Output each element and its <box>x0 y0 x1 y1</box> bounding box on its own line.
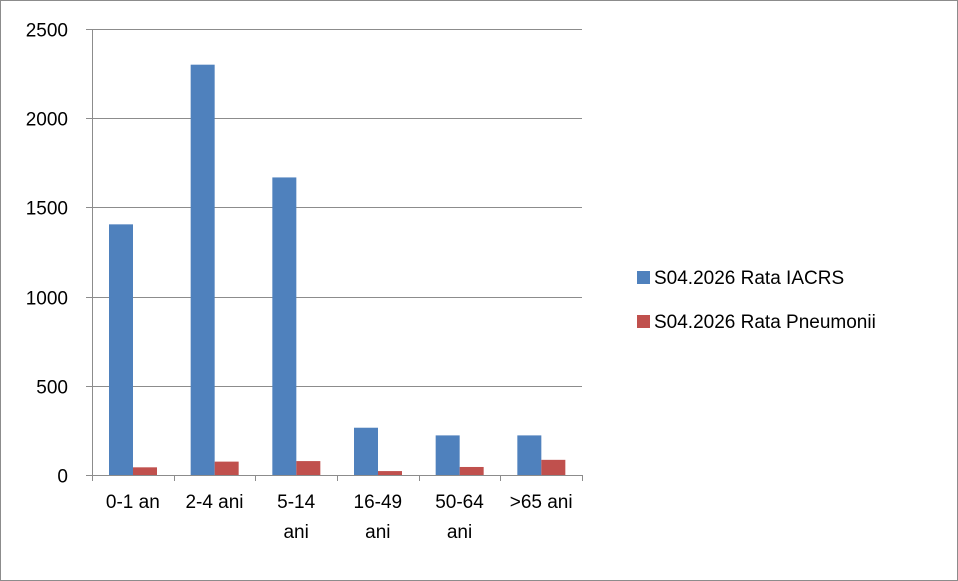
x-tick-label: 16-49 ani <box>354 492 403 543</box>
legend-label: S04.2026 Rata IACRS <box>654 268 844 289</box>
x-tick-label-line: ani <box>365 522 390 543</box>
x-tick-label: 5-14 ani <box>277 492 315 543</box>
bar-iacrs <box>517 435 542 475</box>
x-tick-label-line: 2-4 ani <box>185 492 243 513</box>
x-tick-label-line: ani <box>283 522 308 543</box>
bar-iacrs <box>272 177 297 475</box>
x-tick-label-line: 16-49 <box>354 492 403 513</box>
bar-iacrs <box>190 64 215 476</box>
y-axis-ticks: 0 500 1000 1500 2000 2500 <box>26 21 68 488</box>
legend: S04.2026 Rata IACRS S04.2026 Rata Pneumon… <box>637 268 876 333</box>
y-tick-label: 500 <box>36 378 68 399</box>
bar-pneumonii <box>214 461 239 475</box>
y-tick-label: 2000 <box>26 110 68 131</box>
x-tick-label: 2-4 ani <box>185 492 243 513</box>
x-tick-label-line: 5-14 <box>277 492 315 513</box>
bar-pneumonii <box>541 459 566 475</box>
legend-swatch <box>637 271 650 284</box>
bar-iacrs <box>109 224 133 475</box>
x-tick-label: 50-64 ani <box>435 492 484 543</box>
bar-pneumonii <box>133 467 157 475</box>
bar-pneumonii <box>378 471 402 475</box>
bar-iacrs <box>354 427 378 475</box>
x-axis-ticks: 0-1 an 2-4 ani 5-14 ani 16-49 ani 50-64 ani >65 … <box>106 492 573 543</box>
y-tick-label: 1500 <box>26 199 68 220</box>
legend-label: S04.2026 Rata Pneumonii <box>654 312 876 333</box>
bar-pneumonii <box>296 461 321 475</box>
y-tick-label: 0 <box>57 467 68 488</box>
y-tick-label: 2500 <box>26 21 68 42</box>
legend-swatch <box>637 315 650 328</box>
x-tick-label-line: 50-64 <box>435 492 484 513</box>
axes <box>86 29 583 481</box>
bars <box>109 64 566 476</box>
x-tick-label-line: 0-1 an <box>106 492 160 513</box>
x-tick-label: >65 ani <box>510 492 573 513</box>
gridlines <box>92 29 582 387</box>
bar-pneumonii <box>459 466 484 475</box>
x-tick-label-line: ani <box>447 522 472 543</box>
bar-iacrs <box>435 435 460 475</box>
x-tick-label-line: >65 ani <box>510 492 573 513</box>
y-tick-label: 1000 <box>26 289 68 310</box>
x-tick-label: 0-1 an <box>106 492 160 513</box>
